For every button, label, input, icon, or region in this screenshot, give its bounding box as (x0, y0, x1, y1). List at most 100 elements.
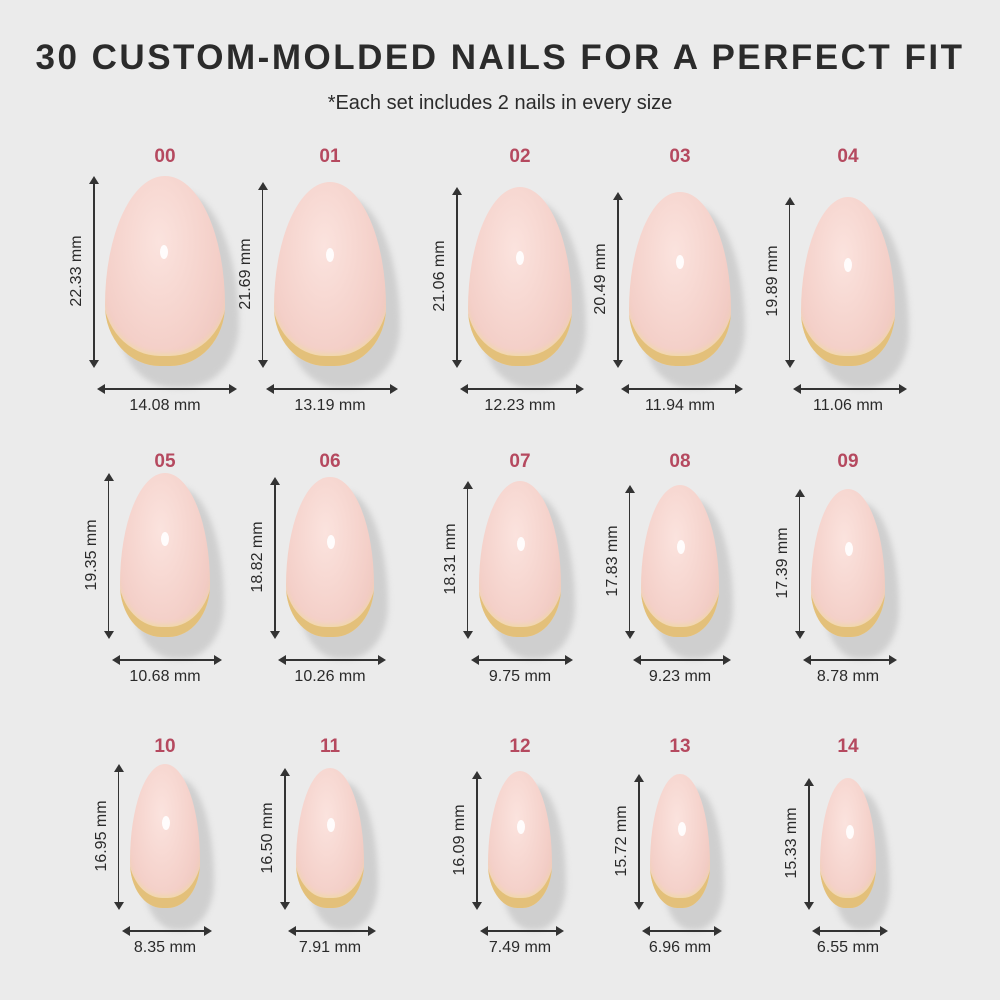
length-arrow (117, 765, 119, 908)
width-label: 10.68 mm (129, 668, 201, 685)
arrow-left-icon (802, 655, 811, 665)
nail-shine (516, 537, 525, 552)
length-arrow (456, 188, 458, 366)
arrow-down-icon (804, 902, 815, 910)
arrow-up-icon (113, 763, 124, 772)
size-label: 08 (669, 451, 691, 472)
nail-image (105, 176, 225, 366)
arrow-left-icon (278, 655, 287, 665)
width-label: 12.23 mm (484, 397, 556, 414)
length-label: 16.95 mm (92, 800, 110, 872)
width-arrow (282, 659, 382, 661)
arrow-left-icon (111, 655, 120, 665)
width-arrow (636, 659, 728, 661)
width-label: 6.55 mm (816, 939, 880, 956)
arrow-right-icon (713, 926, 722, 936)
arrow-up-icon (624, 485, 635, 494)
nail-image (296, 767, 364, 908)
width-label: 7.91 mm (298, 939, 362, 956)
size-label: 06 (319, 451, 341, 472)
size-label: 02 (509, 146, 531, 167)
nail-shine (162, 815, 171, 830)
nail-shine (677, 822, 686, 837)
arrow-right-icon (228, 384, 237, 394)
width-label: 8.78 mm (816, 668, 880, 685)
arrow-up-icon (257, 181, 268, 190)
arrow-down-icon (784, 360, 795, 368)
page-title: 30 CUSTOM-MOLDED NAILS FOR A PERFECT FIT (35, 38, 965, 77)
length-label: 15.33 mm (783, 807, 801, 879)
width-arrow (806, 659, 894, 661)
size-label: 03 (669, 146, 691, 167)
length-label: 18.82 mm (249, 521, 267, 593)
length-arrow (107, 474, 110, 637)
nail-image (650, 774, 710, 908)
arrow-right-icon (555, 926, 564, 936)
nail-shine (327, 818, 336, 833)
arrow-left-icon (792, 384, 801, 394)
length-label: 17.83 mm (603, 525, 621, 597)
arrow-left-icon (121, 926, 130, 936)
size-label: 07 (509, 451, 531, 472)
arrow-left-icon (97, 384, 106, 394)
width-arrow (625, 388, 739, 390)
length-label: 21.06 mm (431, 240, 449, 313)
arrow-right-icon (889, 655, 898, 665)
length-label: 15.72 mm (613, 805, 631, 877)
arrow-right-icon (204, 926, 213, 936)
width-arrow (125, 930, 209, 932)
size-label: 14 (837, 736, 859, 757)
arrow-left-icon (460, 384, 469, 394)
length-arrow (476, 773, 478, 908)
arrow-up-icon (452, 186, 463, 195)
length-arrow (788, 198, 791, 366)
arrow-up-icon (103, 472, 114, 481)
arrow-right-icon (390, 384, 399, 394)
arrow-up-icon (804, 777, 815, 786)
length-label: 22.33 mm (68, 235, 86, 307)
width-label: 11.06 mm (813, 397, 883, 414)
nail-shine (325, 247, 334, 262)
nail-image (629, 191, 731, 366)
arrow-down-icon (89, 360, 100, 368)
size-label: 10 (154, 736, 176, 757)
length-label: 19.35 mm (82, 519, 100, 591)
subtitle: *Each set includes 2 nails in every size (327, 92, 673, 114)
arrow-down-icon (452, 360, 463, 368)
arrow-up-icon (472, 771, 483, 780)
size-label: 11 (319, 736, 341, 757)
arrow-down-icon (280, 902, 291, 910)
nail-shine (160, 244, 169, 259)
length-label: 17.39 mm (773, 527, 791, 599)
length-label: 18.31 mm (441, 523, 459, 595)
arrow-left-icon (470, 655, 479, 665)
size-label: 01 (319, 146, 341, 167)
arrow-right-icon (723, 655, 732, 665)
length-arrow (617, 193, 619, 366)
width-arrow (269, 388, 395, 390)
length-label: 20.49 mm (592, 243, 610, 315)
arrow-left-icon (621, 384, 630, 394)
arrow-right-icon (565, 655, 574, 665)
nail-shine (676, 539, 685, 554)
width-arrow (484, 930, 560, 932)
width-arrow (115, 659, 219, 661)
nail-shine (517, 820, 526, 835)
nail-shine (515, 251, 524, 266)
arrow-up-icon (784, 196, 795, 205)
arrow-right-icon (367, 926, 376, 936)
width-arrow (816, 930, 884, 932)
nail-image (488, 771, 552, 908)
size-label: 13 (669, 736, 691, 757)
width-label: 10.26 mm (294, 668, 366, 685)
width-arrow (101, 388, 233, 390)
arrow-right-icon (734, 384, 743, 394)
arrow-down-icon (613, 360, 624, 368)
nail-shine (326, 534, 335, 549)
nail-image (286, 477, 374, 637)
width-label: 9.75 mm (488, 668, 552, 685)
nail-shine (675, 254, 684, 269)
length-arrow (798, 491, 801, 637)
arrow-up-icon (794, 489, 805, 498)
nail-image (640, 485, 720, 637)
